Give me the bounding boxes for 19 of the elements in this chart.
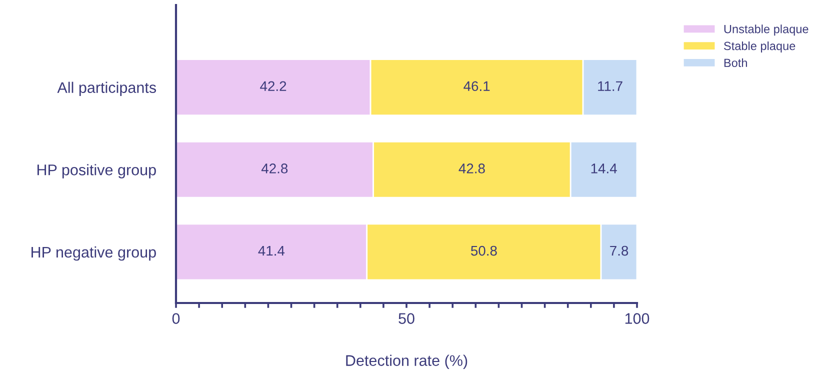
data-label: 42.8 — [261, 164, 288, 174]
y-tick-label: HP negative group — [32, 246, 156, 261]
legend-label: Both — [724, 58, 747, 68]
data-label: 7.8 — [610, 246, 628, 256]
y-tick-label: HP positive group — [37, 164, 156, 178]
legend-label: Unstable plaque — [724, 24, 808, 36]
x-tick-label: 0 — [172, 313, 180, 324]
y-tick-label: All participants — [57, 82, 156, 96]
data-label: 46.1 — [464, 81, 490, 92]
data-label: 14.4 — [591, 164, 617, 174]
x-axis-title: Detection rate (%) — [346, 354, 468, 369]
legend-label: Stable plaque — [724, 41, 796, 52]
x-tick-label: 100 — [625, 313, 650, 324]
x-tick-label: 50 — [398, 313, 414, 324]
data-label: 11.7 — [598, 81, 622, 91]
data-label: 41.4 — [258, 246, 285, 256]
data-label: 42.8 — [458, 164, 485, 174]
data-label: 50.8 — [470, 246, 497, 256]
data-label: 42.2 — [260, 81, 286, 91]
